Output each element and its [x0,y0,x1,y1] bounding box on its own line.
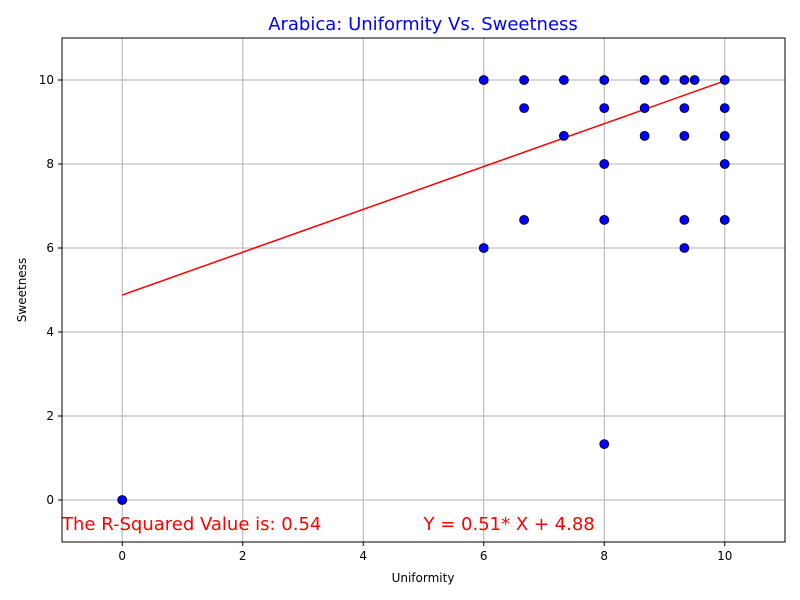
scatter-point [519,103,530,114]
y-tick-label: 0 [46,493,54,507]
x-tick-label: 0 [118,549,126,563]
scatter-point [519,75,530,85]
r-squared-annotation: The R-Squared Value is: 0.54 [61,514,321,535]
scatter-point [519,214,530,225]
scatter-point [478,243,489,253]
scatter-point [599,75,610,85]
y-tick-label: 10 [39,73,54,87]
scatter-point [639,103,650,114]
scatter-point [679,214,690,225]
x-axis-label: Uniformity [392,571,455,585]
scatter-point [679,243,690,253]
scatter-point [679,75,690,85]
scatter-point [719,103,730,114]
scatter-point [719,214,730,225]
x-tick-label: 4 [359,549,367,563]
scatter-point [599,214,610,225]
x-tick-label: 8 [600,549,608,563]
y-tick-label: 4 [46,325,54,339]
scatter-point [599,159,610,169]
x-tick-label: 6 [480,549,488,563]
scatter-point [599,103,610,114]
scatter-points [117,75,730,505]
scatter-point [719,130,730,141]
scatter-point [689,75,700,85]
scatter-point [558,130,569,141]
scatter-point [679,103,690,114]
y-axis-label: Sweetness [15,258,29,322]
annotations: The R-Squared Value is: 0.54 Y = 0.51* X… [61,514,595,535]
scatter-point [558,75,569,85]
scatter-point [478,75,489,85]
grid-lines [62,38,785,542]
regression-equation-annotation: Y = 0.51* X + 4.88 [423,514,595,535]
axis-ticks: 0 2 4 6 8 10 0 2 4 6 8 10 [39,73,733,563]
x-tick-label: 10 [717,549,732,563]
scatter-point [719,75,730,85]
scatter-point [639,75,650,85]
regression-line-group [121,80,726,296]
x-tick-label: 2 [239,549,247,563]
scatter-point [639,130,650,141]
scatter-point [679,130,690,141]
scatter-point [117,495,128,505]
chart-title: Arabica: Uniformity Vs. Sweetness [268,14,578,35]
scatter-point [719,159,730,169]
scatter-point [659,75,670,85]
y-tick-label: 8 [46,157,54,171]
regression-line [121,80,726,296]
y-tick-label: 6 [46,241,54,255]
scatter-point [599,439,610,450]
plot-frame [61,37,786,543]
y-tick-label: 2 [46,409,54,423]
